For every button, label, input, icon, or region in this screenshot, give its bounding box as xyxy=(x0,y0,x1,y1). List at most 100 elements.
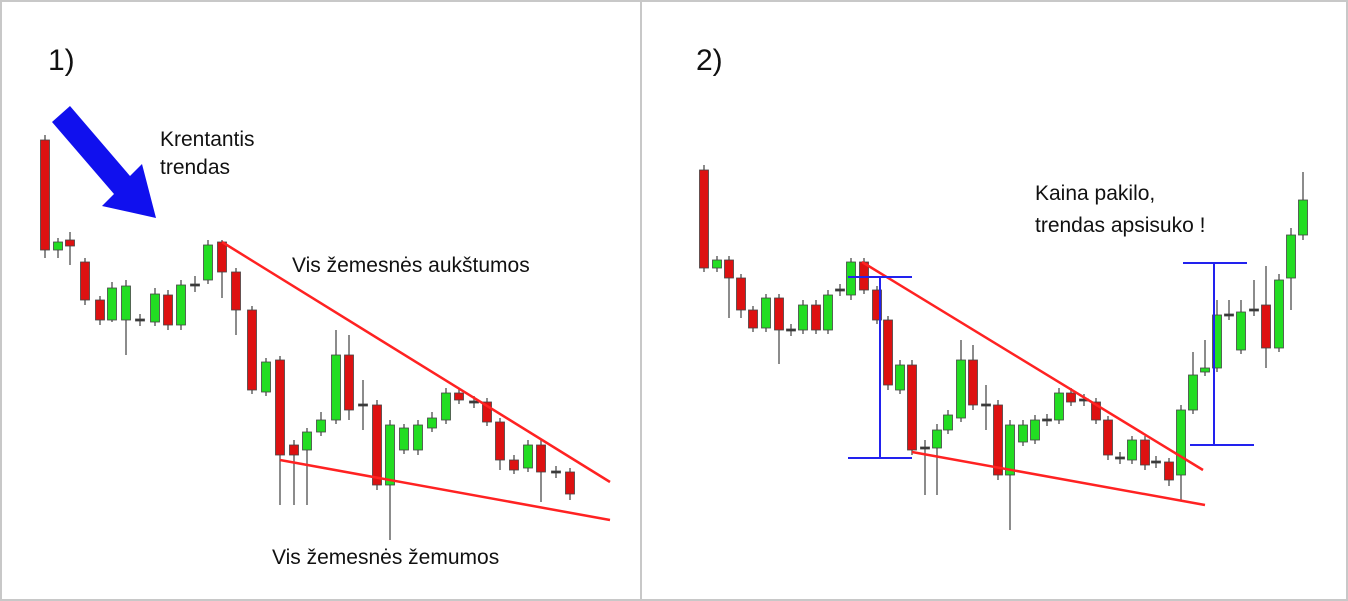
panel-label: 2) xyxy=(696,44,723,77)
candle-body xyxy=(724,259,734,279)
candle-body xyxy=(95,299,105,321)
candle-body xyxy=(1127,439,1137,461)
candle-body xyxy=(811,304,821,331)
candle-body xyxy=(932,429,942,449)
candle-body xyxy=(536,444,546,473)
candle-body xyxy=(968,359,978,406)
candle-body xyxy=(203,244,213,281)
candle-body xyxy=(736,277,746,311)
candle-body xyxy=(441,392,451,421)
candle-body xyxy=(65,239,75,247)
candle-body xyxy=(427,417,437,429)
candle-body xyxy=(275,359,285,456)
candle-body xyxy=(1249,308,1259,312)
candle-body xyxy=(981,403,991,407)
lower-note: Vis žemesnės žemumos xyxy=(272,546,499,569)
candle-body xyxy=(80,261,90,301)
candle-body xyxy=(495,421,505,461)
candle-body xyxy=(565,471,575,495)
candle-body xyxy=(53,241,63,251)
candle-body xyxy=(748,309,758,329)
candle-body xyxy=(217,241,227,273)
candle-body xyxy=(712,259,722,269)
candle-body xyxy=(943,414,953,431)
candle-body xyxy=(358,403,368,407)
candle-body xyxy=(786,328,796,332)
candle-body xyxy=(1298,199,1308,236)
candle-body xyxy=(399,427,409,451)
candle-body xyxy=(261,361,271,393)
candle-body xyxy=(454,392,464,401)
candle-body xyxy=(163,294,173,326)
candle-body xyxy=(551,470,561,474)
candle-body xyxy=(1115,456,1125,460)
candle-body xyxy=(1224,313,1234,317)
candle-body xyxy=(316,419,326,433)
resistance-line xyxy=(861,260,1204,472)
candle-body xyxy=(1005,424,1015,476)
candle-body xyxy=(1054,392,1064,421)
support-line xyxy=(911,450,1206,507)
candle-body xyxy=(482,401,492,423)
candle-body xyxy=(509,459,519,471)
candle-body xyxy=(1030,419,1040,441)
candle-body xyxy=(699,169,709,269)
candle-body xyxy=(135,318,145,322)
candle-body xyxy=(1176,409,1186,476)
candle-body xyxy=(289,444,299,456)
candle-body xyxy=(1274,279,1284,349)
candle-body xyxy=(247,309,257,391)
candle-body xyxy=(993,404,1003,476)
trend-note: Krentantis xyxy=(160,128,255,151)
candle-body xyxy=(907,364,917,451)
candle-body xyxy=(1261,304,1271,349)
candle-body xyxy=(523,444,533,469)
candle-body xyxy=(883,319,893,386)
candle-body xyxy=(302,431,312,451)
candle-body xyxy=(107,287,117,321)
candle-body xyxy=(774,297,784,331)
candle-body xyxy=(469,400,479,404)
candle-body xyxy=(190,283,200,287)
panel-label: 1) xyxy=(48,44,75,77)
candle-body xyxy=(1042,418,1052,422)
candle-body xyxy=(231,271,241,311)
candle-body xyxy=(872,289,882,321)
candle-body xyxy=(920,446,930,450)
candle-body xyxy=(1212,314,1222,369)
candle-body xyxy=(1200,367,1210,373)
candle-body xyxy=(1188,374,1198,411)
breakout-note: Kaina pakilo, xyxy=(1035,182,1155,205)
candle-body xyxy=(1151,460,1161,464)
candle-body xyxy=(1103,419,1113,456)
support-line xyxy=(279,458,611,522)
candle-body xyxy=(761,297,771,329)
candle-body xyxy=(1286,234,1296,279)
candle-body xyxy=(798,304,808,331)
candle-body xyxy=(40,139,50,251)
candle-body xyxy=(331,354,341,421)
candle-body xyxy=(1236,311,1246,351)
candle-body xyxy=(835,288,845,292)
candle-body xyxy=(1140,439,1150,466)
candle-body xyxy=(846,261,856,296)
candle-body xyxy=(956,359,966,419)
candle-body xyxy=(150,293,160,323)
trend-note: trendas xyxy=(160,156,230,179)
resistance-line xyxy=(221,240,611,484)
candle-body xyxy=(1091,401,1101,421)
candle-body xyxy=(823,294,833,331)
candle-body xyxy=(413,424,423,451)
height-measure xyxy=(848,262,1254,459)
candle-body xyxy=(1066,392,1076,403)
candle-body xyxy=(121,285,131,321)
candle-body xyxy=(385,424,395,486)
upper-note: Vis žemesnės aukštumos xyxy=(292,254,530,277)
candle-body xyxy=(1164,461,1174,481)
candle-body xyxy=(176,284,186,326)
candle-body xyxy=(1018,424,1028,443)
breakout-note: trendas apsisuko ! xyxy=(1035,214,1205,237)
candle-body xyxy=(344,354,354,411)
